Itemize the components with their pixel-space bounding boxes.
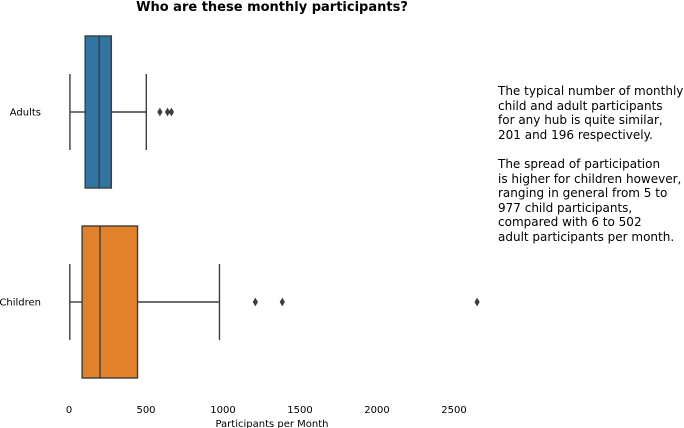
x-tick-label: 2000: [364, 405, 389, 416]
outlier-adults-1: [157, 107, 163, 117]
annotation-line: compared with 6 to 502: [498, 215, 642, 230]
outlier-adults-3: [168, 107, 175, 117]
x-tick-label: 1500: [287, 405, 312, 416]
annotation-line: 201 and 196 respectively.: [498, 127, 653, 142]
annotation-line: is higher for children however,: [498, 171, 682, 186]
x-tick-label: 500: [136, 405, 155, 416]
chart-title: Who are these monthly participants?: [136, 0, 408, 15]
annotation-line: 977 child participants,: [498, 200, 633, 215]
outlier-adults-2: [164, 107, 171, 117]
box-group-adults: Adults: [10, 35, 175, 189]
y-tick-label-children: Children: [0, 298, 41, 309]
annotation-line: The spread of participation: [498, 156, 661, 171]
x-axis-label: Participants per Month: [215, 419, 328, 428]
annotation-line: child and adult participants: [498, 98, 663, 113]
annotation-paragraph-1: The typical number of monthly child and …: [498, 84, 684, 142]
annotation-line: The typical number of monthly: [498, 84, 684, 98]
outlier-children-1: [252, 297, 258, 307]
box-group-children: Children: [0, 225, 480, 379]
annotation-text: The typical number of monthly child and …: [498, 84, 684, 259]
x-axis: 0 500 1000 1500 2000 2500: [66, 405, 467, 416]
x-tick-label: 1000: [210, 405, 235, 416]
annotation-line: ranging in general from 5 to: [498, 186, 668, 201]
boxes-layer: Adults Children: [0, 35, 480, 379]
outlier-children-2: [279, 297, 285, 307]
x-tick-label: 2500: [441, 405, 466, 416]
annotation-line: adult participants per month.: [498, 229, 675, 244]
y-tick-label-adults: Adults: [10, 108, 41, 119]
annotation-line: for any hub is quite similar,: [498, 113, 663, 128]
annotation-paragraph-2: The spread of participation is higher fo…: [498, 157, 684, 245]
outlier-children-3: [474, 297, 480, 307]
box-children: [81, 225, 139, 379]
box-adults: [84, 35, 113, 189]
x-tick-label: 0: [66, 405, 72, 416]
